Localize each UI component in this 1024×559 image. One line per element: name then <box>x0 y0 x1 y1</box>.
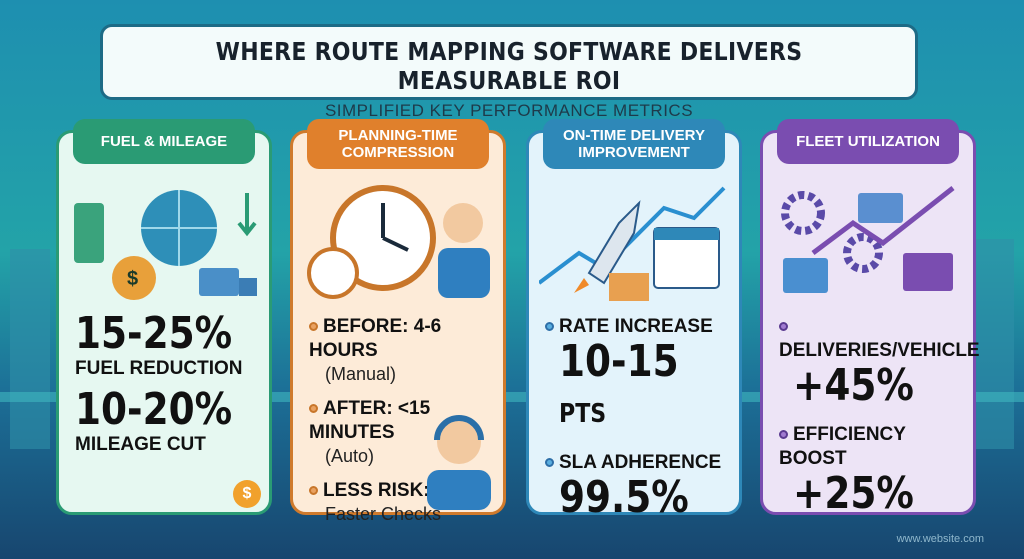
sla-label: SLA ADHERENCE <box>559 452 722 473</box>
deliveries-value: +45% <box>793 360 914 411</box>
title-banner: WHERE ROUTE MAPPING SOFTWARE DELIVERS ME… <box>100 24 918 120</box>
rocket-illustration <box>539 186 726 301</box>
monorail-track <box>0 392 1024 402</box>
card-fuel-mileage: FUEL & MILEAGE $ 15-25% FUEL REDUCTION 1… <box>56 119 272 515</box>
footer-url: www.website.com <box>896 533 984 545</box>
truck-icon <box>783 258 828 293</box>
card-title: FLEET UTILIZATION <box>777 119 959 164</box>
agent-icon <box>438 203 490 298</box>
card-title: PLANNING-TIME COMPRESSION <box>307 119 489 169</box>
trend-up-icon <box>539 186 726 285</box>
truck-icon <box>199 268 239 296</box>
page-subtitle: SIMPLIFIED KEY PERFORMANCE METRICS <box>324 101 694 120</box>
card-title: ON-TIME DELIVERY IMPROVEMENT <box>543 119 725 169</box>
rocket-icon <box>587 200 641 285</box>
risk-label: LESS RISK: <box>323 480 430 501</box>
arrow-down-icon <box>237 193 257 237</box>
before-label: BEFORE: 4-6 HOURS <box>309 316 442 361</box>
efficiency-label: EFFICIENCY BOOST <box>779 424 906 469</box>
rate-increase-label: RATE INCREASE <box>559 316 713 337</box>
card-fleet-utilization: FLEET UTILIZATION DELIVERIES/VEHICLE +45… <box>760 119 980 519</box>
card-on-time-delivery: ON-TIME DELIVERY IMPROVEMENT RATE INCREA… <box>526 119 742 521</box>
mileage-cut-value: 10-20% <box>75 384 233 435</box>
after-note: (Auto) <box>325 446 375 466</box>
page-title: WHERE ROUTE MAPPING SOFTWARE DELIVERS ME… <box>215 37 803 95</box>
truck-icon <box>858 193 903 223</box>
clock-illustration <box>307 185 490 299</box>
svg-text:$: $ <box>127 268 138 290</box>
fuel-pump-icon <box>74 203 104 263</box>
stopwatch-icon <box>307 247 359 299</box>
risk-note: Faster Checks <box>325 504 442 524</box>
fuel-illustration: $ <box>74 190 257 300</box>
card-title: FUEL & MILEAGE <box>73 119 255 164</box>
box-icon <box>609 273 649 301</box>
after-label: AFTER: <15 MINUTES <box>309 398 431 443</box>
before-note: (Manual) <box>325 364 397 384</box>
city-skyline <box>974 239 1014 449</box>
rate-increase-value: 10-15 <box>559 336 679 387</box>
truck-icon <box>903 253 953 291</box>
fuel-reduction-value: 15-25% <box>75 308 233 359</box>
money-bag-icon <box>112 256 156 300</box>
card-planning-time: PLANNING-TIME COMPRESSION BEFORE: 4-6 HO… <box>290 119 506 524</box>
city-skyline <box>10 249 50 449</box>
gear-icon <box>843 233 883 273</box>
fleet-illustration <box>781 186 955 293</box>
agent-icon <box>427 415 491 510</box>
gear-icon <box>781 191 825 235</box>
rate-increase-unit: PTS <box>559 399 607 429</box>
mileage-cut-label: MILEAGE CUT <box>75 434 206 455</box>
sla-value: 99.5% <box>559 472 689 523</box>
deliveries-label: DELIVERIES/VEHICLE <box>779 340 980 361</box>
coin-icon: $ <box>233 480 261 508</box>
fuel-reduction-label: FUEL REDUCTION <box>75 358 243 379</box>
trend-up-icon <box>811 186 955 255</box>
efficiency-value: +25% <box>793 468 914 519</box>
